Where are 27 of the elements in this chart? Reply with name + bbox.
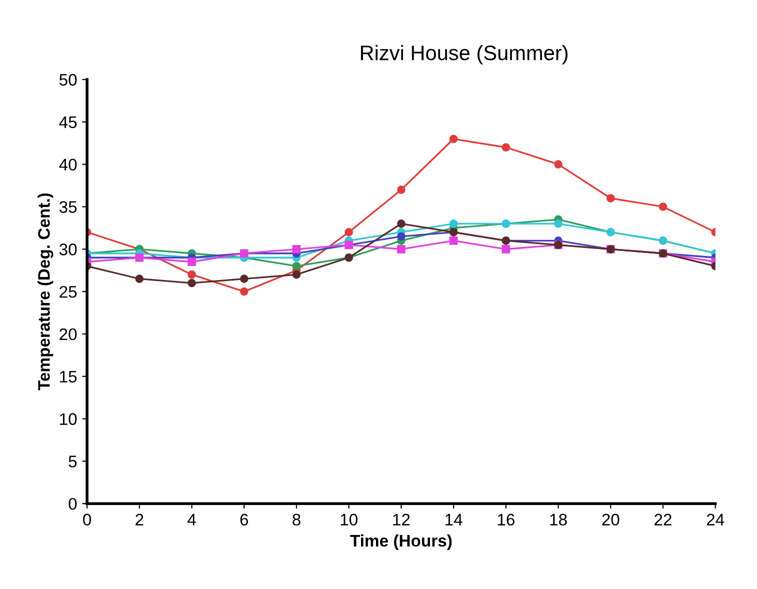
y-tick-label: 40 — [59, 158, 77, 171]
y-tick-label: 15 — [60, 370, 77, 383]
y-axis-title: Temperature (Deg. Cent.) — [38, 193, 54, 390]
x-tick-label: 22 — [654, 514, 672, 526]
y-tick-label: 50 — [59, 74, 77, 86]
y-tick-label: 10 — [60, 413, 77, 425]
y-tick-label: 35 — [59, 201, 77, 213]
y-tick-label: 5 — [68, 456, 77, 468]
x-tick-label: 2 — [136, 514, 144, 526]
x-tick-label: 0 — [83, 514, 92, 526]
x-tick-label: 24 — [706, 514, 724, 526]
y-tick-label: 0 — [68, 498, 77, 510]
x-tick-label: 12 — [393, 514, 410, 526]
x-tick-label: 20 — [602, 514, 620, 526]
x-tick-label: 16 — [498, 514, 514, 526]
chart-title: Rizvi House (Summer) — [360, 44, 568, 64]
x-tick-label: 4 — [188, 514, 196, 526]
x-tick-label: 8 — [292, 514, 300, 526]
x-tick-label: 14 — [446, 514, 462, 526]
y-tick-label: 30 — [59, 244, 77, 256]
y-tick-label: 45 — [59, 116, 77, 128]
y-tick-label: 20 — [60, 328, 77, 340]
x-axis-title: Time (Hours) — [350, 534, 452, 550]
x-tick-label: 18 — [550, 514, 567, 526]
y-tick-label: 25 — [60, 286, 77, 298]
x-tick-label: 6 — [240, 514, 248, 526]
x-tick-label: 10 — [340, 514, 358, 526]
